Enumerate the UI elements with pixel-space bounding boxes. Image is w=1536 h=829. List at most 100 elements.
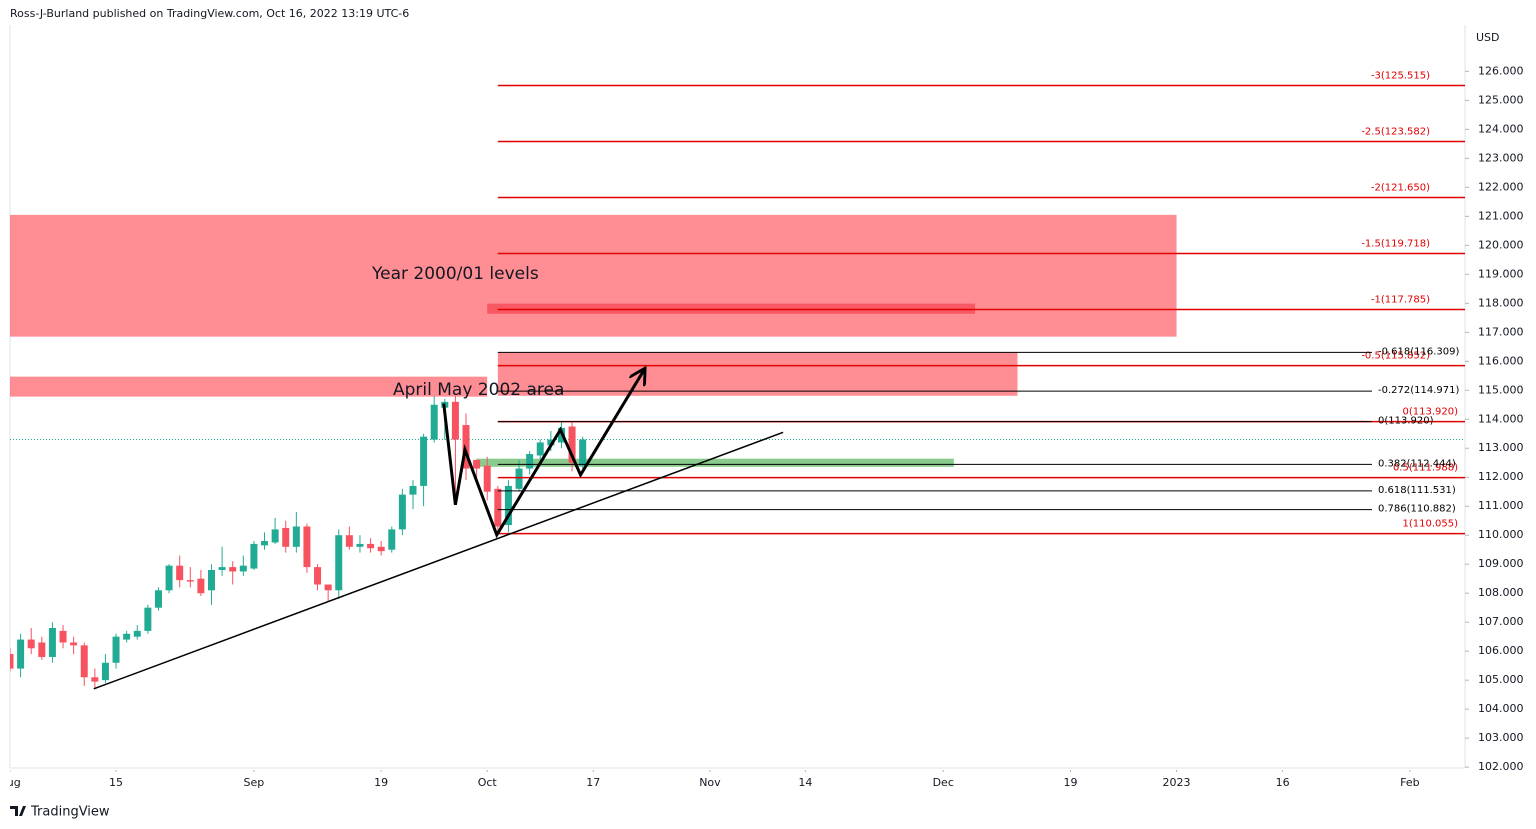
y-tick-label: 110.000 <box>1478 528 1524 541</box>
fib-label: -1(117.785) <box>1371 295 1430 306</box>
candle-body <box>579 439 587 466</box>
candle-body <box>473 459 481 469</box>
candle-body <box>91 677 99 682</box>
candle-body <box>462 425 470 469</box>
candle-body <box>218 567 226 571</box>
trend-line <box>93 431 784 690</box>
brand: TradingView <box>30 805 110 820</box>
candle-body <box>388 529 396 550</box>
candle-body <box>377 546 385 552</box>
candle-body <box>133 630 141 637</box>
y-tick-label: 102.000 <box>1478 760 1524 773</box>
fib-label: 0.618(111.531) <box>1378 485 1456 496</box>
fib-label: 0.382(112.444) <box>1378 458 1456 469</box>
candle-body <box>526 454 534 469</box>
candle-body <box>27 639 35 649</box>
y-tick-label: 119.000 <box>1478 267 1524 280</box>
x-tick-label: 14 <box>798 776 812 789</box>
y-tick-label: 125.000 <box>1478 93 1524 106</box>
candle-body <box>430 404 438 440</box>
x-tick-label: 2023 <box>1163 776 1191 789</box>
candle-body <box>112 636 120 663</box>
y-tick-label: 103.000 <box>1478 731 1524 744</box>
candle-body <box>197 578 205 594</box>
candle-body <box>547 439 555 446</box>
candle-body <box>282 527 290 547</box>
y-tick-label: 122.000 <box>1478 180 1524 193</box>
y-tick-label: 111.000 <box>1478 499 1524 512</box>
candle-body <box>314 567 322 585</box>
zone <box>10 214 1177 337</box>
candle-body <box>420 436 428 486</box>
fib-label: 0.786(110.882) <box>1378 504 1456 515</box>
candle-body <box>367 543 375 549</box>
x-tick-label: 15 <box>109 776 123 789</box>
fib-label: -0.5(115.852) <box>1361 351 1430 362</box>
candle-body <box>207 570 215 591</box>
y-tick-label: 118.000 <box>1478 296 1524 309</box>
candle-body <box>250 543 258 569</box>
candle-body <box>229 567 237 572</box>
fib-label: -2(121.650) <box>1371 182 1430 193</box>
candle-body <box>101 662 109 681</box>
fib-label: 1(110.055) <box>1402 519 1458 530</box>
candle-body <box>451 401 459 440</box>
x-axis: Aug 15 Sep 19 Oct 17 Nov 14 Dec 19 2023 16 Feb <box>0 770 1420 789</box>
candle-body <box>70 642 78 646</box>
y-tick-label: 109.000 <box>1478 557 1524 570</box>
y-tick-label: 116.000 <box>1478 354 1524 367</box>
y-tick-label: 124.000 <box>1478 122 1524 135</box>
candle-body <box>494 488 502 527</box>
zone <box>476 458 954 467</box>
fib-label: 0(113.920) <box>1402 407 1458 418</box>
y-tick-label: 117.000 <box>1478 325 1524 338</box>
annotation: Year 2000/01 levels <box>371 264 539 284</box>
drawn-arrow <box>442 370 644 539</box>
candle-body <box>504 485 512 526</box>
candle-body <box>144 607 152 631</box>
candle-body <box>515 468 523 489</box>
annotation: April May 2002 area <box>393 380 564 400</box>
header: Ross-J-Burland published on TradingView.… <box>10 7 409 20</box>
y-tick-label: 106.000 <box>1478 644 1524 657</box>
candle-body <box>38 642 46 657</box>
y-tick-label: 105.000 <box>1478 673 1524 686</box>
y-tick-label: 112.000 <box>1478 470 1524 483</box>
fib-label: -0.272(114.971) <box>1378 385 1459 396</box>
x-tick-label: 19 <box>1063 776 1077 789</box>
candle-body <box>59 630 67 643</box>
candle-body <box>186 580 194 582</box>
x-tick-label: 16 <box>1276 776 1290 789</box>
candle-body <box>17 639 25 669</box>
fib-label: 0.5(111.988) <box>1393 463 1458 474</box>
candle-body <box>303 526 311 568</box>
candle-body <box>261 541 269 546</box>
x-tick-label: Nov <box>699 776 721 789</box>
y-tick-label: 115.000 <box>1478 383 1524 396</box>
y-tick-label: 123.000 <box>1478 151 1524 164</box>
y-tick-label: 121.000 <box>1478 209 1524 222</box>
candle-body <box>271 529 279 543</box>
currency: USD <box>1476 31 1500 44</box>
candle-body <box>80 645 88 678</box>
y-tick-label: 104.000 <box>1478 702 1524 715</box>
candle-body <box>356 543 364 547</box>
candle-body <box>154 590 162 608</box>
x-tick-label: Oct <box>478 776 498 789</box>
candle-body <box>165 565 173 591</box>
candle-body <box>483 465 491 492</box>
x-tick-label: Feb <box>1400 776 1419 789</box>
y-axis: 102.000 103.000 104.000 105.000 106.000 107.0… <box>1465 64 1524 773</box>
candle-body <box>536 442 544 456</box>
candle-body <box>409 485 417 495</box>
candle-body <box>335 535 343 591</box>
candle-body <box>48 627 56 657</box>
fib-label: 0(113.920) <box>1378 416 1434 427</box>
candle-body <box>324 584 332 591</box>
fib-label: -3(125.515) <box>1371 70 1430 81</box>
x-tick-label: Aug <box>0 776 21 789</box>
x-tick-label: 19 <box>374 776 388 789</box>
zone <box>497 352 1018 396</box>
candle-body <box>176 565 184 581</box>
